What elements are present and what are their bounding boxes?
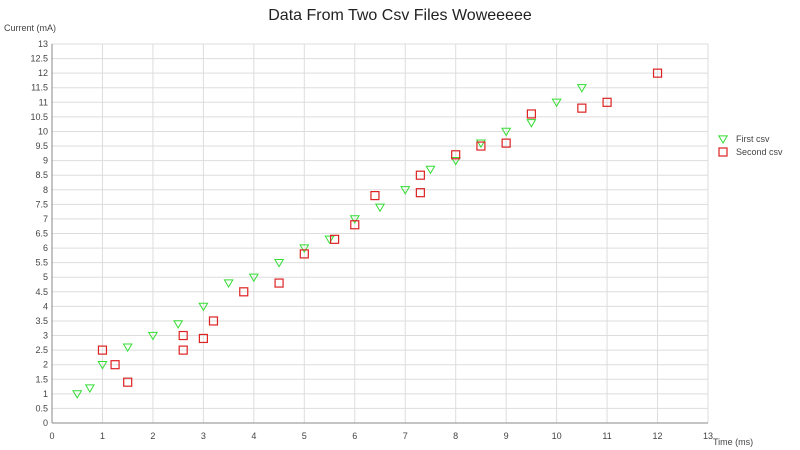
x-tick-label: 2 bbox=[150, 431, 155, 441]
y-tick-label: 12 bbox=[38, 68, 48, 78]
series-2-point bbox=[577, 103, 587, 113]
y-tick-label: 8 bbox=[43, 185, 48, 195]
y-tick-label: 7.5 bbox=[35, 199, 48, 209]
series-2-point bbox=[208, 316, 219, 326]
y-tick-label: 5.5 bbox=[35, 258, 48, 268]
series-1-point bbox=[72, 390, 83, 399]
y-tick-label: 3 bbox=[43, 331, 48, 341]
series-1-point bbox=[274, 259, 285, 268]
series-1-point bbox=[425, 165, 436, 175]
y-tick-label: 9.5 bbox=[35, 141, 48, 151]
x-axis-label: Time (ms) bbox=[713, 437, 753, 447]
series-1-point bbox=[501, 127, 512, 137]
series-1-point bbox=[173, 320, 184, 329]
series-2-point bbox=[451, 150, 461, 160]
y-tick-label: 2 bbox=[43, 360, 48, 370]
y-tick-label: 4.5 bbox=[35, 287, 48, 297]
x-tick-label: 7 bbox=[403, 431, 408, 441]
series-2-point bbox=[415, 188, 425, 198]
y-tick-label: 0.5 bbox=[35, 403, 48, 413]
series-2-point bbox=[274, 278, 284, 288]
y-axis-label: Current (mA) bbox=[4, 23, 56, 33]
series-1-point bbox=[223, 279, 234, 289]
series-2-point bbox=[602, 97, 612, 107]
y-tick-label: 11.5 bbox=[31, 83, 48, 93]
series-1-point bbox=[122, 343, 133, 353]
y-tick-label: 7 bbox=[43, 214, 48, 224]
series-2-point bbox=[501, 138, 511, 148]
x-tick-label: 6 bbox=[352, 431, 357, 441]
y-tick-label: 4 bbox=[43, 301, 48, 311]
y-tick-label: 11 bbox=[39, 97, 48, 107]
x-tick-label: 0 bbox=[49, 431, 54, 441]
x-tick-label: 10 bbox=[552, 431, 562, 441]
series-2-point bbox=[350, 220, 360, 230]
series-2-point bbox=[415, 170, 425, 180]
y-tick-label: 3.5 bbox=[35, 316, 48, 326]
series-1-point bbox=[576, 84, 587, 93]
series-1-point bbox=[349, 215, 360, 224]
y-tick-label: 6.5 bbox=[35, 229, 48, 239]
x-tick-label: 11 bbox=[602, 431, 611, 441]
y-tick-label: 10 bbox=[38, 126, 48, 136]
y-tick-label: 1.5 bbox=[35, 374, 48, 384]
y-tick-label: 8.5 bbox=[35, 170, 48, 180]
series-2-point bbox=[123, 377, 133, 387]
series-1-point bbox=[324, 235, 335, 245]
axes bbox=[51, 44, 708, 424]
series-1-point bbox=[299, 244, 310, 254]
y-tick-label: 5 bbox=[43, 272, 48, 282]
series-2-point bbox=[110, 360, 120, 370]
y-tick-label: 10.5 bbox=[30, 112, 48, 122]
series-2-point bbox=[198, 333, 208, 344]
series-2-point bbox=[652, 68, 663, 78]
series-2-point bbox=[97, 345, 108, 355]
series-1-point bbox=[374, 203, 386, 213]
series-1-point bbox=[526, 119, 537, 128]
series-2-point bbox=[526, 109, 536, 119]
legend-label-1: First csv bbox=[736, 134, 770, 144]
series-1-point bbox=[475, 139, 486, 149]
y-tick-label: 0 bbox=[43, 418, 48, 428]
y-tick-label: 1 bbox=[43, 389, 48, 399]
y-tick-label: 9 bbox=[43, 156, 48, 166]
legend: First csv Second csv bbox=[717, 134, 783, 157]
series-2-point bbox=[370, 191, 380, 201]
series-2-point bbox=[299, 249, 309, 259]
data-points bbox=[72, 68, 663, 399]
series-2-point bbox=[329, 234, 340, 244]
grid bbox=[51, 43, 709, 424]
y-tick-label: 12.5 bbox=[30, 54, 48, 64]
series-2-point bbox=[239, 287, 249, 297]
y-tick-label: 13 bbox=[38, 39, 48, 49]
series-2-point bbox=[178, 330, 188, 341]
series-2-point bbox=[476, 141, 486, 151]
series-1-point bbox=[551, 98, 562, 108]
series-1-point bbox=[198, 302, 209, 312]
series-1-point bbox=[97, 361, 108, 370]
x-tick-label: 9 bbox=[504, 431, 509, 441]
y-tick-label: 6 bbox=[43, 243, 48, 253]
x-tick-label: 4 bbox=[251, 431, 256, 441]
series-1-point bbox=[400, 186, 411, 195]
series-1-point bbox=[450, 156, 461, 166]
x-tick-label: 13 bbox=[703, 431, 713, 441]
x-tick-label: 12 bbox=[653, 431, 663, 441]
x-tick-label: 5 bbox=[302, 431, 307, 441]
x-tick-label: 3 bbox=[201, 431, 206, 441]
legend-marker-1 bbox=[717, 135, 729, 144]
x-tick-label: 1 bbox=[100, 431, 105, 441]
tick-labels: 00.511.522.533.544.555.566.577.588.599.5… bbox=[30, 39, 713, 441]
series-1-point bbox=[147, 331, 158, 341]
y-tick-label: 2.5 bbox=[35, 345, 48, 355]
chart-title: Data From Two Csv Files Woweeeee bbox=[268, 7, 532, 24]
series-1-point bbox=[84, 384, 95, 393]
legend-label-2: Second csv bbox=[736, 147, 783, 157]
series-2-point bbox=[178, 345, 188, 355]
series-1-point bbox=[248, 273, 259, 283]
x-tick-label: 8 bbox=[453, 431, 458, 441]
legend-marker-2 bbox=[718, 147, 728, 157]
